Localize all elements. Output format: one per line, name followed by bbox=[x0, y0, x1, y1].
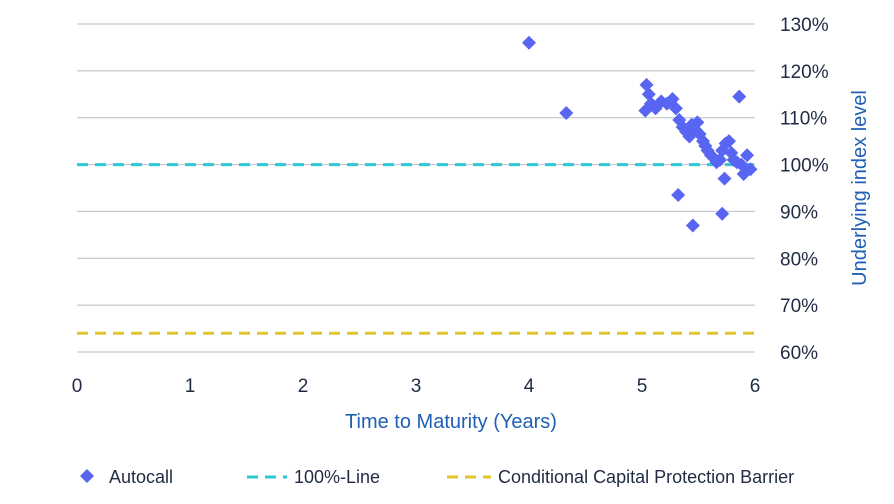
x-tick-label: 6 bbox=[750, 376, 761, 397]
y-axis-title: Underlying index level bbox=[849, 90, 871, 286]
autocall-point bbox=[685, 218, 700, 233]
x-tick-label: 2 bbox=[298, 376, 309, 397]
y-axis-tick-labels: 60% 70% 80% 90% 100% 110% 120% 130% bbox=[780, 15, 829, 364]
y-tick-label: 130% bbox=[780, 15, 829, 36]
legend-item-autocall: Autocall bbox=[80, 467, 173, 487]
autocall-point bbox=[559, 106, 574, 121]
y-tick-label: 90% bbox=[780, 202, 818, 223]
autocall-point bbox=[668, 101, 683, 116]
y-tick-label: 60% bbox=[780, 343, 818, 364]
autocall-point bbox=[712, 152, 727, 167]
legend-label-autocall: Autocall bbox=[109, 467, 173, 487]
legend: Autocall 100%-Line Conditional Capital P… bbox=[80, 467, 794, 487]
y-tick-label: 100% bbox=[780, 156, 829, 177]
legend-label-barrier: Conditional Capital Protection Barrier bbox=[498, 467, 794, 487]
x-tick-label: 3 bbox=[411, 376, 422, 397]
x-tick-label: 1 bbox=[185, 376, 196, 397]
x-tick-label: 0 bbox=[72, 376, 83, 397]
y-tick-label: 110% bbox=[780, 109, 827, 130]
y-tick-label: 80% bbox=[780, 249, 818, 270]
x-axis-tick-labels: 0 1 2 3 4 5 6 bbox=[72, 376, 761, 397]
y-tick-label: 70% bbox=[780, 296, 818, 317]
autocall-point bbox=[641, 87, 656, 102]
x-tick-label: 5 bbox=[637, 376, 648, 397]
autocall-points bbox=[522, 35, 758, 233]
x-tick-label: 4 bbox=[524, 376, 535, 397]
autocall-point bbox=[690, 115, 705, 130]
autocall-point bbox=[732, 89, 747, 104]
legend-diamond-marker bbox=[80, 469, 94, 483]
legend-item-100-line: 100%-Line bbox=[247, 467, 380, 487]
autocall-point bbox=[522, 35, 536, 50]
y-tick-label: 120% bbox=[780, 62, 829, 83]
x-axis-title: Time to Maturity (Years) bbox=[345, 411, 557, 433]
autocall-point bbox=[639, 77, 654, 92]
autocall-point bbox=[722, 134, 737, 149]
legend-label-100-line: 100%-Line bbox=[294, 467, 380, 487]
autocall-point bbox=[717, 171, 732, 186]
autocall-point bbox=[740, 148, 755, 163]
autocall-point bbox=[743, 162, 758, 177]
autocall-point bbox=[715, 206, 730, 221]
horizontal-gridlines bbox=[77, 23, 755, 353]
autocall-point bbox=[671, 188, 686, 203]
legend-item-barrier: Conditional Capital Protection Barrier bbox=[447, 467, 794, 487]
reference-lines bbox=[77, 163, 755, 335]
